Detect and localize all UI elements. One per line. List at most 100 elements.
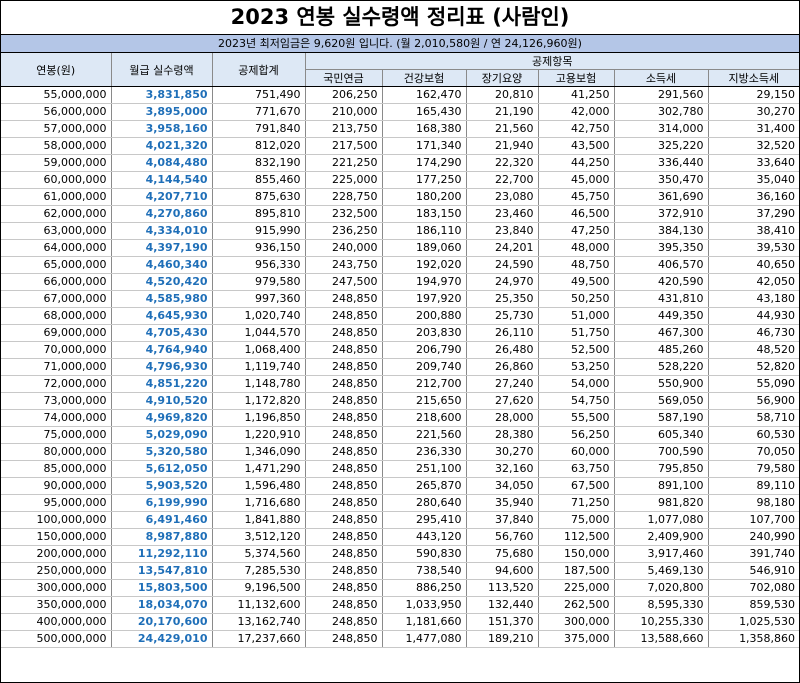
local-tax-cell: 36,160 — [708, 188, 800, 206]
pension-cell: 248,850 — [305, 460, 383, 478]
table-row: 150,000,000 8,987,880 3,512,120 248,850 443,… — [1, 528, 800, 546]
deduction-total-cell: 1,596,480 — [212, 477, 306, 495]
table-row: 74,000,000 4,969,820 1,196,850 248,850 218,6… — [1, 409, 800, 427]
employment-cell: 45,750 — [538, 188, 615, 206]
employment-cell: 54,750 — [538, 392, 615, 410]
longterm-care-cell: 25,730 — [466, 307, 539, 325]
longterm-care-cell: 20,810 — [466, 86, 539, 104]
longterm-care-cell: 26,860 — [466, 358, 539, 376]
header-longterm-care: 장기요양 — [466, 69, 539, 87]
health-cell: 443,120 — [382, 528, 467, 546]
longterm-care-cell: 27,240 — [466, 375, 539, 393]
salary-cell: 68,000,000 — [1, 307, 112, 325]
table-row: 58,000,000 4,021,320 812,020 217,500 171,340… — [1, 137, 800, 155]
pension-cell: 248,850 — [305, 426, 383, 444]
health-cell: 203,830 — [382, 324, 467, 342]
employment-cell: 52,500 — [538, 341, 615, 359]
net-monthly-cell: 11,292,110 — [111, 545, 213, 563]
salary-cell: 75,000,000 — [1, 426, 112, 444]
table-row: 72,000,000 4,851,220 1,148,780 248,850 212,7… — [1, 375, 800, 393]
income-tax-cell: 8,595,330 — [614, 596, 709, 614]
deduction-total-cell: 17,237,660 — [212, 630, 306, 648]
deduction-total-cell: 812,020 — [212, 137, 306, 155]
salary-cell: 62,000,000 — [1, 205, 112, 223]
employment-cell: 112,500 — [538, 528, 615, 546]
local-tax-cell: 89,110 — [708, 477, 800, 495]
salary-cell: 500,000,000 — [1, 630, 112, 648]
longterm-care-cell: 35,940 — [466, 494, 539, 512]
table-row: 500,000,000 24,429,010 17,237,660 248,850 1,… — [1, 630, 800, 648]
table-row: 75,000,000 5,029,090 1,220,910 248,850 221,5… — [1, 426, 800, 444]
table-row: 95,000,000 6,199,990 1,716,680 248,850 280,6… — [1, 494, 800, 512]
pension-cell: 247,500 — [305, 273, 383, 291]
health-cell: 192,020 — [382, 256, 467, 274]
income-tax-cell: 3,917,460 — [614, 545, 709, 563]
health-cell: 215,650 — [382, 392, 467, 410]
income-tax-cell: 395,350 — [614, 239, 709, 257]
income-tax-cell: 467,300 — [614, 324, 709, 342]
table-row: 60,000,000 4,144,540 855,460 225,000 177,250… — [1, 171, 800, 189]
longterm-care-cell: 94,600 — [466, 562, 539, 580]
table-row: 55,000,000 3,831,850 751,490 206,250 162,470… — [1, 86, 800, 104]
pension-cell: 248,850 — [305, 477, 383, 495]
income-tax-cell: 2,409,900 — [614, 528, 709, 546]
deduction-total-cell: 875,630 — [212, 188, 306, 206]
local-tax-cell: 702,080 — [708, 579, 800, 597]
deduction-total-cell: 956,330 — [212, 256, 306, 274]
pension-cell: 228,750 — [305, 188, 383, 206]
net-monthly-cell: 4,397,190 — [111, 239, 213, 257]
local-tax-cell: 1,358,860 — [708, 630, 800, 648]
employment-cell: 56,250 — [538, 426, 615, 444]
health-cell: 886,250 — [382, 579, 467, 597]
net-monthly-cell: 5,612,050 — [111, 460, 213, 478]
income-tax-cell: 325,220 — [614, 137, 709, 155]
deduction-total-cell: 791,840 — [212, 120, 306, 138]
pension-cell: 221,250 — [305, 154, 383, 172]
health-cell: 251,100 — [382, 460, 467, 478]
employment-cell: 71,250 — [538, 494, 615, 512]
net-monthly-cell: 4,796,930 — [111, 358, 213, 376]
deduction-total-cell: 1,841,880 — [212, 511, 306, 529]
salary-cell: 69,000,000 — [1, 324, 112, 342]
pension-cell: 213,750 — [305, 120, 383, 138]
health-cell: 1,477,080 — [382, 630, 467, 648]
deduction-total-cell: 1,220,910 — [212, 426, 306, 444]
deduction-total-cell: 1,172,820 — [212, 392, 306, 410]
header-employment: 고용보험 — [538, 69, 615, 87]
salary-cell: 72,000,000 — [1, 375, 112, 393]
income-tax-cell: 420,590 — [614, 273, 709, 291]
local-tax-cell: 391,740 — [708, 545, 800, 563]
employment-cell: 43,500 — [538, 137, 615, 155]
income-tax-cell: 10,255,330 — [614, 613, 709, 631]
longterm-care-cell: 34,050 — [466, 477, 539, 495]
health-cell: 186,110 — [382, 222, 467, 240]
employment-cell: 225,000 — [538, 579, 615, 597]
longterm-care-cell: 26,110 — [466, 324, 539, 342]
salary-cell: 74,000,000 — [1, 409, 112, 427]
local-tax-cell: 31,400 — [708, 120, 800, 138]
minimum-wage-note: 2023년 최저임금은 9,620원 입니다. (월 2,010,580원 / … — [1, 35, 799, 53]
pension-cell: 248,850 — [305, 494, 383, 512]
pension-cell: 248,850 — [305, 392, 383, 410]
pension-cell: 210,000 — [305, 103, 383, 121]
salary-cell: 73,000,000 — [1, 392, 112, 410]
longterm-care-cell: 24,970 — [466, 273, 539, 291]
salary-cell: 59,000,000 — [1, 154, 112, 172]
deduction-total-cell: 1,196,850 — [212, 409, 306, 427]
local-tax-cell: 37,290 — [708, 205, 800, 223]
table-row: 57,000,000 3,958,160 791,840 213,750 168,380… — [1, 120, 800, 138]
employment-cell: 45,000 — [538, 171, 615, 189]
income-tax-cell: 350,470 — [614, 171, 709, 189]
income-tax-cell: 605,340 — [614, 426, 709, 444]
local-tax-cell: 33,640 — [708, 154, 800, 172]
salary-cell: 100,000,000 — [1, 511, 112, 529]
income-tax-cell: 587,190 — [614, 409, 709, 427]
deduction-total-cell: 1,716,680 — [212, 494, 306, 512]
salary-cell: 63,000,000 — [1, 222, 112, 240]
net-monthly-cell: 20,170,600 — [111, 613, 213, 631]
income-tax-cell: 5,469,130 — [614, 562, 709, 580]
health-cell: 218,600 — [382, 409, 467, 427]
longterm-care-cell: 25,350 — [466, 290, 539, 308]
employment-cell: 44,250 — [538, 154, 615, 172]
income-tax-cell: 372,910 — [614, 205, 709, 223]
